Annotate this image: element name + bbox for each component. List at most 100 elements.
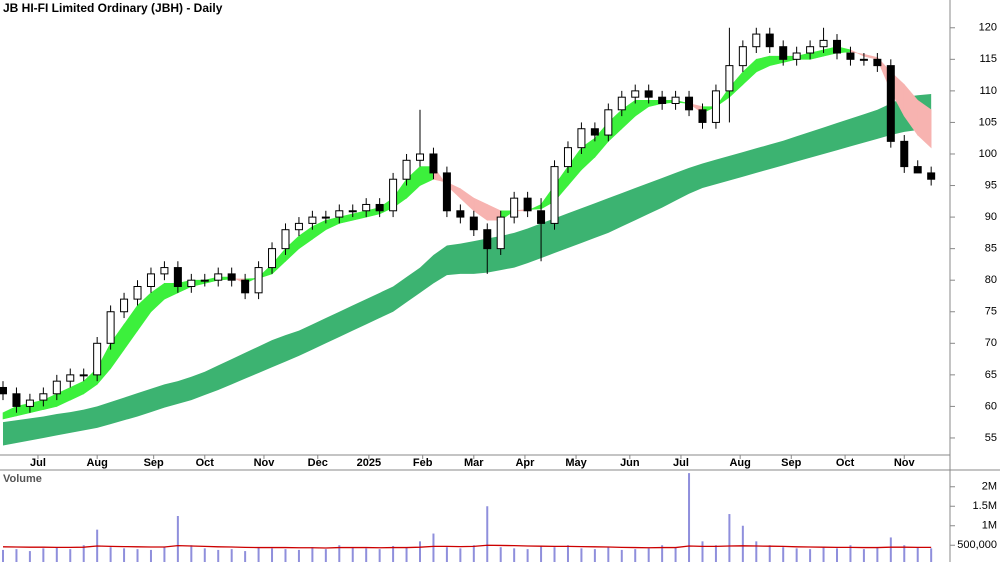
x-tick-label: Feb [413, 457, 433, 469]
volume-bar [230, 549, 233, 562]
volume-bar [889, 537, 892, 562]
volume-bar [795, 548, 798, 562]
volume-bar [916, 547, 919, 562]
candle-body [752, 33, 761, 48]
volume-bar [499, 547, 502, 562]
candle-body [577, 128, 586, 149]
volume-bar [849, 545, 852, 562]
candle-body [79, 374, 88, 377]
candle-body [644, 90, 653, 98]
y-tick-label: 95 [985, 179, 997, 191]
volume-bar [15, 549, 18, 562]
volume-bar [728, 514, 731, 562]
volume-bar [190, 545, 193, 562]
x-tick-label: Sep [781, 457, 801, 469]
candle-body [187, 279, 196, 288]
volume-bar [647, 548, 650, 562]
y-tick-label: 500,000 [957, 539, 997, 551]
volume-bar [338, 545, 341, 562]
x-tick-label: Aug [729, 457, 750, 469]
candle-body [469, 216, 478, 231]
volume-bar [244, 551, 247, 562]
y-tick-label: 110 [979, 85, 997, 97]
candle-body [859, 58, 868, 61]
candle-body [66, 374, 75, 382]
volume-bar [714, 545, 717, 562]
x-tick-label: Sep [144, 457, 164, 469]
candle-body [456, 210, 465, 218]
y-tick-label: 65 [985, 369, 997, 381]
volume-bar [809, 549, 812, 562]
volume-bar [149, 549, 152, 562]
candle-body [375, 203, 384, 212]
chart-title: JB HI-FI Limited Ordinary (JBH) - Daily [3, 1, 223, 15]
volume-bar [513, 548, 516, 562]
volume-bar [257, 547, 260, 562]
volume-bar [553, 547, 556, 562]
volume-bar [109, 547, 112, 562]
volume-bar [903, 545, 906, 562]
slow-ribbon [2, 94, 932, 446]
candle-body [173, 267, 182, 288]
volume-bar [365, 548, 368, 562]
x-tick-label: May [565, 457, 587, 469]
volume-bar [136, 549, 139, 562]
candle-body [25, 399, 34, 407]
volume-bar [768, 545, 771, 562]
candle-body [900, 140, 909, 168]
y-tick-label: 100 [979, 148, 997, 160]
candle-body [510, 197, 519, 218]
candle-body [792, 52, 801, 60]
candle-body [214, 273, 223, 281]
volume-bar [620, 549, 623, 562]
volume-bar [876, 547, 879, 562]
candle-body [483, 229, 492, 250]
candle-body [146, 273, 155, 288]
volume-title: Volume [3, 473, 42, 485]
x-tick-label: Jun [620, 457, 640, 469]
candle-body [120, 298, 129, 313]
volume-bar [82, 545, 85, 562]
candle-body [281, 229, 290, 250]
candle-body [590, 128, 599, 136]
volume-bar [1, 549, 4, 562]
x-tick-label: Mar [464, 457, 484, 469]
volume-bar [607, 547, 610, 562]
volume-bar [836, 548, 839, 562]
volume-bar [701, 541, 704, 562]
candle-body [846, 52, 855, 60]
volume-bar [392, 546, 395, 562]
candle-body [698, 109, 707, 123]
volume-bar [472, 545, 475, 562]
candle-body [362, 203, 371, 212]
x-tick-label: Jul [30, 457, 46, 469]
y-tick-label: 85 [985, 243, 997, 255]
candle-body [160, 267, 169, 275]
volume-average-line [2, 544, 932, 549]
y-tick-label: 60 [985, 400, 997, 412]
volume-bar [203, 548, 206, 562]
candle-body [631, 90, 640, 98]
volume-bar [42, 548, 45, 562]
candle-body [442, 172, 451, 212]
candle-body [348, 210, 357, 213]
volume-bar [123, 548, 126, 562]
candle-body [93, 342, 102, 376]
x-tick-label: Dec [308, 457, 328, 469]
candle-body [133, 286, 142, 300]
candle-body [886, 65, 895, 142]
candle-body [321, 216, 330, 219]
candle-body [913, 166, 922, 174]
candle-body [550, 166, 559, 224]
volume-bar [741, 525, 744, 562]
y-tick-label: 105 [979, 116, 997, 128]
volume-bar [445, 547, 448, 562]
candle-body [106, 311, 115, 344]
volume-bar [351, 547, 354, 562]
y-tick-label: 1M [982, 520, 997, 532]
volume-bar [782, 547, 785, 562]
volume-bar [297, 549, 300, 562]
volume-bar [688, 473, 691, 562]
candle-body [765, 33, 774, 48]
y-tick-label: 75 [985, 306, 997, 318]
